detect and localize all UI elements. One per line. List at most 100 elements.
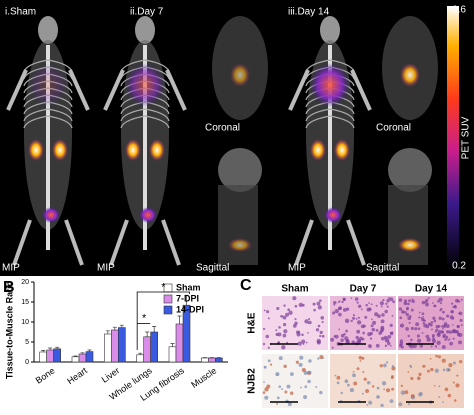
tissue-detail: [384, 310, 388, 314]
tissue-detail: [439, 309, 441, 311]
tissue-detail: [446, 330, 449, 333]
tissue-detail: [357, 367, 360, 370]
tissue-detail: [380, 301, 384, 305]
tissue-detail: [385, 345, 387, 347]
tissue-detail: [283, 304, 285, 306]
tissue-detail: [290, 372, 294, 376]
tissue-detail: [347, 384, 350, 387]
tissue-detail: [320, 316, 324, 320]
tissue-detail: [390, 345, 392, 347]
tissue-detail: [458, 340, 462, 344]
tissue-detail: [298, 331, 300, 333]
tissue-detail: [401, 310, 404, 313]
tissue-detail: [438, 385, 440, 387]
tissue-detail: [376, 305, 378, 307]
tissue-detail: [418, 373, 421, 376]
tissue-detail: [357, 301, 359, 303]
tissue-detail: [278, 326, 281, 329]
bar: [215, 358, 222, 362]
tissue-detail: [457, 300, 459, 302]
tissue-detail: [358, 305, 361, 308]
kidney: [28, 139, 44, 161]
tissue-detail: [446, 368, 450, 372]
y-tick-label: 5: [25, 339, 29, 346]
tissue-detail: [449, 338, 451, 340]
tissue-detail: [308, 371, 312, 375]
tissue-detail: [435, 329, 438, 332]
tissue-detail: [306, 342, 308, 344]
tissue-detail: [281, 345, 285, 349]
tissue-detail: [453, 338, 455, 340]
tissue-detail: [317, 339, 321, 343]
tissue-detail: [377, 387, 380, 390]
tissue-detail: [319, 391, 322, 394]
tissue-detail: [406, 308, 409, 311]
tissue-detail: [422, 365, 425, 368]
tissue-detail: [299, 363, 303, 367]
x-tick-label: Muscle: [189, 365, 218, 390]
tissue-detail: [361, 308, 363, 310]
tissue-detail: [292, 296, 296, 300]
tissue-detail: [446, 324, 450, 328]
tissue-detail: [401, 390, 405, 394]
kidney: [52, 139, 68, 161]
tissue-detail: [382, 299, 384, 301]
bar: [72, 357, 79, 362]
tissue-detail: [410, 377, 413, 380]
tissue-detail: [322, 321, 324, 323]
tissue-detail: [387, 306, 389, 308]
column-title: Day 14: [415, 284, 448, 295]
tissue-detail: [368, 344, 372, 348]
tissue-detail: [371, 324, 374, 327]
tissue-detail: [339, 300, 341, 302]
tissue-detail: [308, 359, 311, 362]
tissue-detail: [368, 401, 372, 405]
tissue-detail: [360, 360, 362, 362]
tissue-detail: [453, 382, 455, 384]
error-bar: [120, 325, 124, 327]
tissue-detail: [362, 393, 364, 395]
bar: [201, 358, 208, 362]
tissue-detail: [338, 329, 340, 331]
tissue-detail: [263, 343, 265, 345]
tissue-detail: [442, 359, 446, 363]
bladder: [324, 207, 342, 223]
tissue-detail: [359, 337, 363, 341]
tissue-detail: [450, 315, 454, 319]
tissue-detail: [383, 364, 387, 368]
tissue-detail: [296, 361, 299, 364]
tissue-detail: [332, 311, 335, 314]
tissue-detail: [391, 376, 394, 379]
tissue-detail: [279, 356, 283, 360]
tissue-detail: [418, 327, 421, 330]
tissue-detail: [284, 391, 287, 394]
tissue-detail: [386, 299, 390, 303]
tissue-detail: [317, 357, 319, 359]
tissue-detail: [404, 302, 406, 304]
tissue-detail: [391, 367, 395, 371]
tissue-detail: [338, 307, 341, 310]
tissue-detail: [446, 314, 449, 317]
tissue-detail: [386, 388, 390, 392]
tissue-detail: [407, 316, 411, 320]
tissue-detail: [435, 345, 437, 347]
tissue-detail: [355, 336, 358, 339]
tissue-detail: [422, 316, 424, 318]
tissue-detail: [443, 369, 446, 372]
tissue-detail: [426, 335, 430, 339]
tissue-detail: [265, 335, 269, 339]
tissue-detail: [431, 321, 434, 324]
tissue-detail: [409, 322, 411, 324]
tissue-detail: [353, 314, 355, 316]
tissue-detail: [407, 302, 410, 305]
tissue-detail: [322, 357, 324, 359]
legend-label: 7-DPI: [176, 293, 199, 303]
tissue-detail: [313, 303, 316, 306]
column-title: i.Sham: [5, 7, 36, 18]
tissue-detail: [440, 302, 442, 304]
tissue-detail: [457, 332, 459, 334]
tissue-detail: [380, 327, 384, 331]
tissue-detail: [392, 300, 395, 303]
tissue-detail: [263, 328, 265, 330]
tissue-detail: [399, 298, 403, 302]
